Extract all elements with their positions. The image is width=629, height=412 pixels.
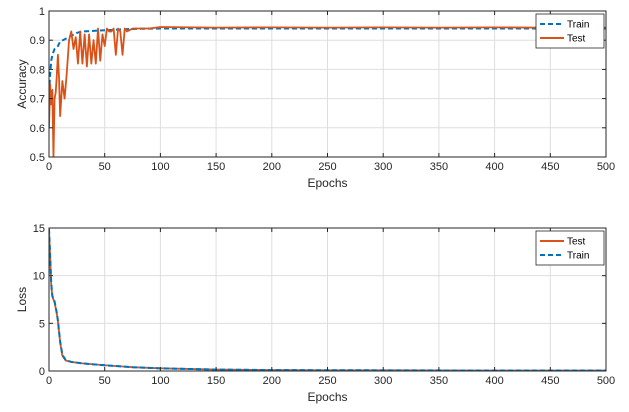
x-tick-label: 50 bbox=[99, 375, 111, 387]
y-tick-label: 0.5 bbox=[30, 152, 45, 164]
legend-label-test: Test bbox=[567, 237, 586, 248]
x-tick-label: 350 bbox=[430, 375, 448, 387]
series-line-test bbox=[49, 26, 606, 157]
series-line-test bbox=[49, 229, 606, 371]
accuracy-chart: 0 50 100 150 200 250 300 350 400 450 500 0.5 0.6 0.7 0… bbox=[15, 6, 615, 190]
x-tick-label: 100 bbox=[151, 161, 169, 173]
legend bbox=[535, 230, 605, 266]
y-tick-label: 0.6 bbox=[30, 123, 45, 135]
y-tick-label: 0.8 bbox=[30, 64, 45, 76]
y-tick-label: 0.9 bbox=[30, 35, 45, 47]
y-axis-label: Accuracy bbox=[15, 59, 29, 108]
x-tick-label: 50 bbox=[99, 161, 111, 173]
x-tick-label: 250 bbox=[318, 375, 336, 387]
x-tick-label: 350 bbox=[430, 161, 448, 173]
legend-label-train: Train bbox=[567, 251, 589, 262]
x-tick-label: 150 bbox=[207, 161, 225, 173]
x-tick-label: 250 bbox=[318, 161, 336, 173]
y-tick-label: 0.7 bbox=[30, 94, 45, 106]
y-tick-label: 0 bbox=[39, 366, 45, 378]
legend-label-test: Test bbox=[567, 34, 586, 45]
x-axis-label: Epochs bbox=[307, 176, 347, 190]
y-tick-label: 5 bbox=[39, 318, 45, 330]
x-tick-label: 100 bbox=[151, 375, 169, 387]
y-axis-label: Loss bbox=[15, 287, 29, 312]
x-tick-label: 0 bbox=[46, 161, 52, 173]
x-tick-label: 300 bbox=[374, 375, 392, 387]
y-tick-label: 1 bbox=[39, 6, 45, 18]
x-tick-label: 300 bbox=[374, 161, 392, 173]
loss-chart: 0 50 100 150 200 250 300 350 400 450 500 0 5 10 15 Epoc… bbox=[15, 223, 615, 404]
x-tick-label: 400 bbox=[485, 375, 503, 387]
x-tick-label: 500 bbox=[597, 161, 615, 173]
y-tick-label: 10 bbox=[33, 271, 45, 283]
x-tick-label: 150 bbox=[207, 375, 225, 387]
x-axis-label: Epochs bbox=[307, 390, 347, 404]
x-tick-label: 400 bbox=[485, 161, 503, 173]
legend bbox=[535, 13, 605, 49]
x-tick-label: 450 bbox=[541, 161, 559, 173]
x-tick-label: 450 bbox=[541, 375, 559, 387]
x-tick-label: 500 bbox=[597, 375, 615, 387]
y-tick-label: 15 bbox=[33, 223, 45, 235]
x-tick-label: 200 bbox=[263, 375, 281, 387]
x-tick-label: 200 bbox=[263, 161, 281, 173]
series-line-train bbox=[49, 27, 606, 93]
legend-label-train: Train bbox=[567, 20, 589, 31]
x-tick-label: 0 bbox=[46, 375, 52, 387]
